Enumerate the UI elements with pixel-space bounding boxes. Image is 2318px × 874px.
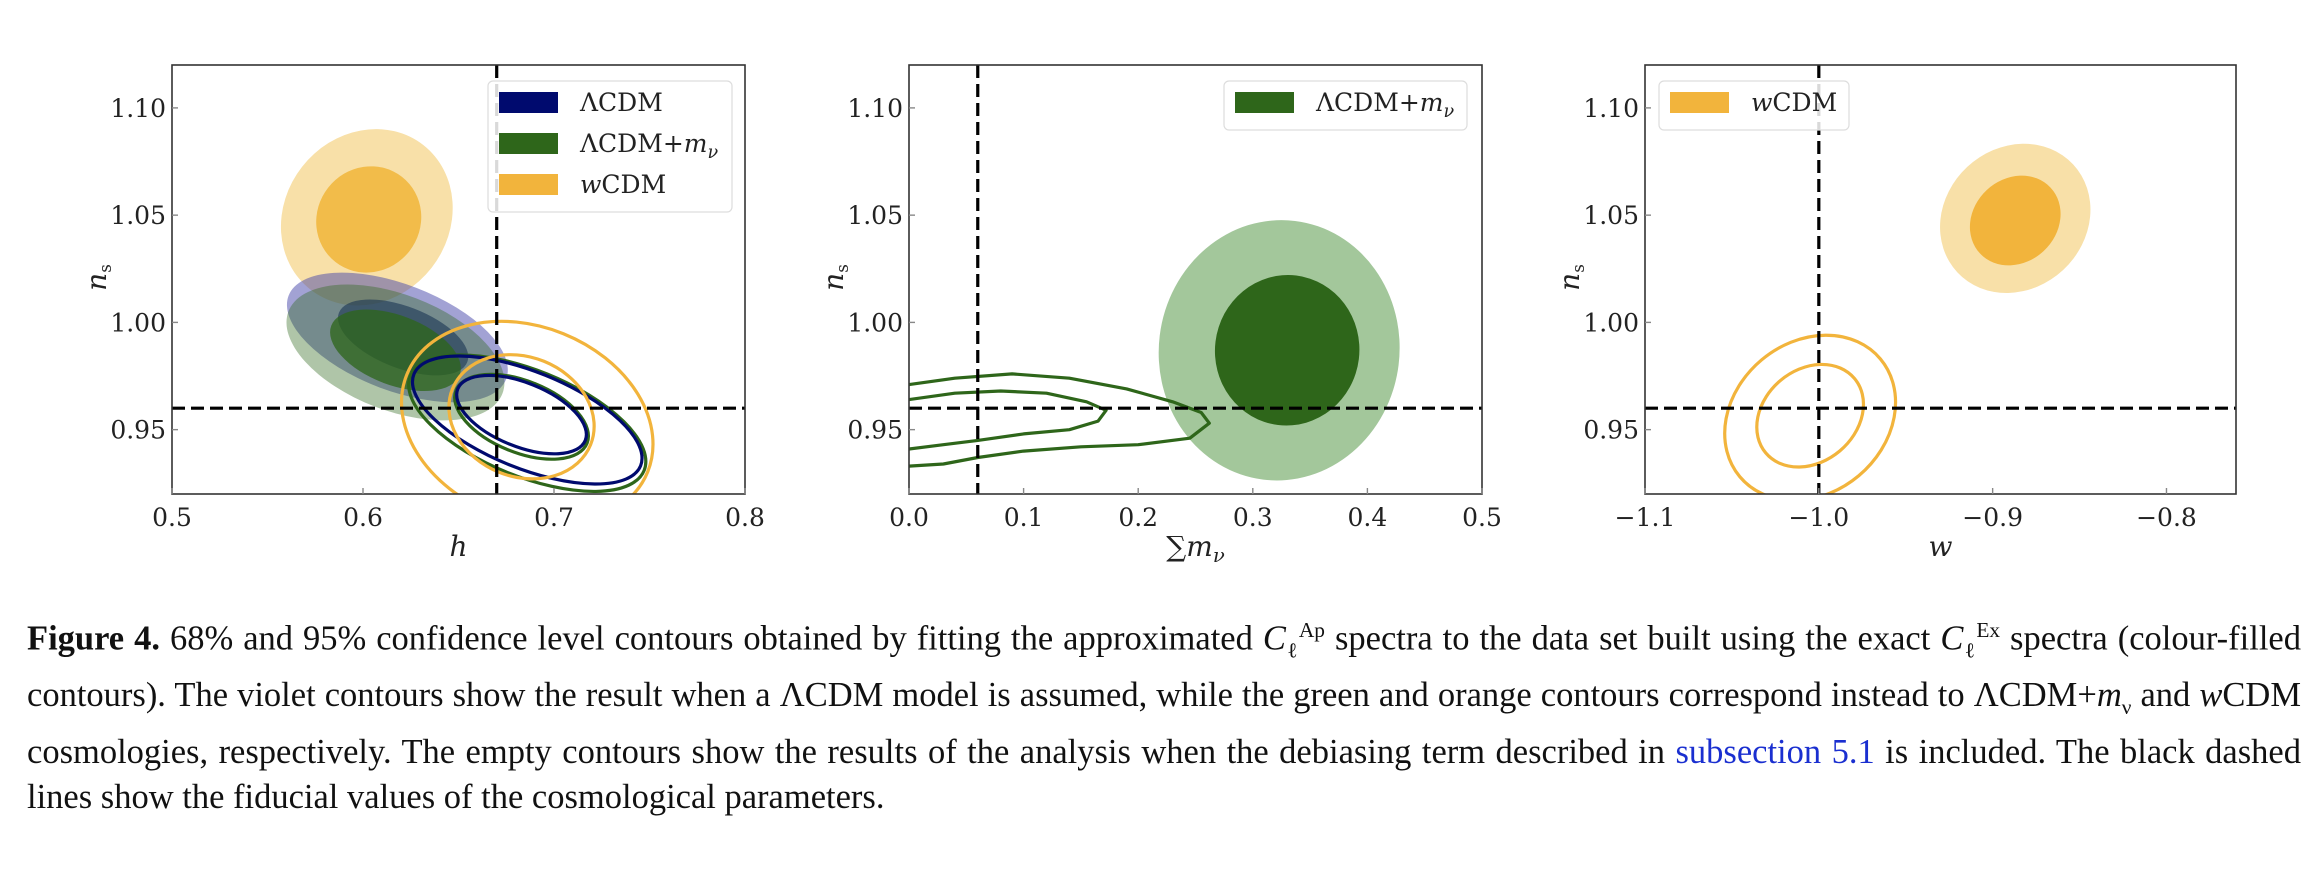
- x-tick-label: −1.1: [1615, 503, 1676, 532]
- math-c: C: [1262, 619, 1286, 658]
- subsection-link[interactable]: subsection 5.1: [1675, 732, 1875, 771]
- legend-swatch: [499, 133, 558, 154]
- panel-h-ns: 0.5 0.6 0.7 0.8 0.95 1.00 1.05 1.10 h ns ΛCDM ΛCDM+…: [80, 64, 765, 563]
- axes-frame: [1644, 64, 2237, 495]
- y-tick-label: 1.05: [110, 201, 166, 230]
- caption-text: and: [2131, 676, 2200, 715]
- y-tick-label: 1.10: [847, 94, 903, 123]
- legend-label: ΛCDM: [579, 88, 663, 117]
- y-tick-label: 0.95: [1583, 416, 1639, 445]
- legend-swatch: [1670, 92, 1729, 113]
- x-axis-label: w: [1929, 530, 1953, 563]
- y-axis-label: ns: [80, 264, 115, 291]
- y-tick-label: 1.00: [1583, 308, 1639, 337]
- math-ell: ℓ: [1963, 638, 1977, 663]
- y-tick-label: 1.10: [110, 94, 166, 123]
- caption-text: spectra (colour-filled contours). The vi…: [27, 619, 2301, 715]
- contour-filled-68-wcdm: [316, 166, 422, 273]
- math-m: m: [2096, 676, 2122, 715]
- math-ap: Ap: [1298, 618, 1325, 642]
- y-axis-label: ns: [817, 264, 852, 291]
- contour-open-95-wcdm: [399, 319, 655, 494]
- contour-open-95-wcdm: [1723, 333, 1898, 494]
- math-c: C: [1940, 619, 1964, 658]
- caption-text: spectra to the data set built using the …: [1324, 619, 1941, 658]
- contour-filled-68-wcdm: [1969, 175, 2061, 266]
- x-tick-label: 0.6: [343, 503, 383, 532]
- plot-area: [1645, 65, 2236, 494]
- x-tick-label: 0.5: [1462, 503, 1502, 532]
- axes-frame: [171, 64, 746, 495]
- panel-w-ns: −1.1 −1.0 −0.9 −0.8 0.95 1.00 1.05 1.10 w ns wCDM: [1553, 64, 2237, 563]
- legend-swatch: [1235, 92, 1294, 113]
- caption-text: is included. The black dashed lines show…: [27, 732, 2301, 816]
- plot-area: [172, 65, 745, 494]
- figure-label: Figure 4.: [27, 619, 160, 658]
- panel-mnu-ns: 0.0 0.1 0.2 0.3 0.4 0.5 0.95 1.00 1.05 1.10 ∑mν ns Λ…: [817, 64, 1502, 567]
- y-tick-label: 0.95: [847, 416, 903, 445]
- legend-label: ΛCDM+mν: [579, 129, 719, 163]
- axes-frame: [908, 64, 1483, 495]
- x-tick-label: 0.4: [1348, 503, 1388, 532]
- math-nu: ν: [2121, 695, 2132, 720]
- legend-label: ΛCDM+mν: [1315, 88, 1455, 122]
- math-ex: Ex: [1976, 618, 2001, 642]
- y-tick-label: 1.00: [110, 308, 166, 337]
- contour-open-68: [909, 389, 1108, 451]
- y-tick-label: 1.00: [847, 308, 903, 337]
- legend-swatch: [499, 174, 558, 195]
- contour-filled-68-cdmm: [1214, 275, 1360, 426]
- x-axis-label: ∑mν: [1166, 530, 1225, 567]
- y-tick-label: 1.05: [847, 201, 903, 230]
- x-axis-label: h: [449, 530, 467, 563]
- y-tick-label: 1.10: [1583, 94, 1639, 123]
- caption-text: CDM cosmologies, respectively. The empty…: [27, 676, 2301, 771]
- x-tick-label: 0.5: [152, 503, 192, 532]
- figure-4: 0.5 0.6 0.7 0.8 0.95 1.00 1.05 1.10 h ns ΛCDM ΛCDM+…: [80, 64, 2237, 567]
- contour-open-68-cdm: [455, 373, 588, 456]
- plot-area: [909, 65, 1482, 494]
- x-tick-label: −0.8: [2136, 503, 2197, 532]
- x-tick-label: 0.1: [1004, 503, 1044, 532]
- x-tick-label: 0.8: [725, 503, 765, 532]
- contour-open-68-wcdm: [1755, 362, 1866, 469]
- x-tick-label: 0.0: [889, 503, 929, 532]
- contour-filled-68-cdmm: [330, 309, 461, 392]
- x-tick-label: 0.3: [1233, 503, 1273, 532]
- x-tick-label: −1.0: [1788, 503, 1849, 532]
- math-ell: ℓ: [1285, 638, 1299, 663]
- x-tick-label: 0.2: [1118, 503, 1158, 532]
- legend-label: wCDM: [580, 170, 666, 199]
- y-tick-label: 1.05: [1583, 201, 1639, 230]
- contour-open-68-wcdm: [447, 353, 596, 481]
- legend-swatch: [499, 92, 558, 113]
- caption-text: 68% and 95% confidence level contours ob…: [159, 619, 1263, 658]
- math-w: w: [2199, 676, 2223, 715]
- contour-open-95-cdm: [410, 354, 644, 486]
- contour-open-95-cdmm: [407, 353, 648, 494]
- x-tick-label: 0.7: [534, 503, 574, 532]
- contour-open-95: [909, 372, 1211, 468]
- legend-label: wCDM: [1751, 88, 1837, 117]
- x-tick-label: −0.9: [1962, 503, 2023, 532]
- figure-caption: Figure 4. 68% and 95% confidence level c…: [27, 608, 2301, 819]
- y-tick-label: 0.95: [110, 416, 166, 445]
- y-axis-label: ns: [1553, 264, 1588, 291]
